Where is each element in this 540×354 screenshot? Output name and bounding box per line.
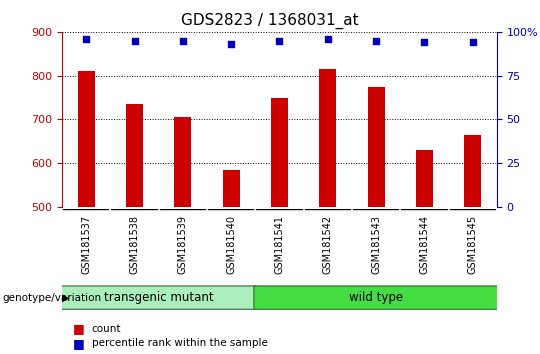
Bar — [222, 170, 240, 207]
Text: genotype/variation: genotype/variation — [3, 293, 102, 303]
Point — [82, 36, 91, 42]
Bar — [368, 87, 384, 207]
FancyBboxPatch shape — [60, 286, 256, 309]
Text: count: count — [92, 324, 122, 333]
Text: wild type: wild type — [349, 291, 403, 304]
Text: ■: ■ — [73, 337, 85, 350]
Text: GSM181538: GSM181538 — [130, 215, 139, 274]
Text: GSM181539: GSM181539 — [178, 215, 188, 274]
Bar — [271, 98, 288, 207]
Text: GSM181537: GSM181537 — [81, 215, 91, 274]
Point — [468, 40, 477, 45]
Text: ■: ■ — [73, 322, 85, 335]
Text: GSM181540: GSM181540 — [226, 215, 236, 274]
Text: ▶: ▶ — [62, 293, 70, 303]
Text: GSM181544: GSM181544 — [420, 215, 429, 274]
Bar — [464, 135, 481, 207]
Text: GSM181545: GSM181545 — [468, 215, 478, 274]
Point — [179, 38, 187, 44]
Point — [227, 41, 235, 47]
Point — [130, 38, 139, 44]
Point — [275, 38, 284, 44]
Bar — [174, 117, 191, 207]
Text: GSM181542: GSM181542 — [323, 215, 333, 274]
Point — [420, 40, 429, 45]
Bar — [78, 71, 94, 207]
Text: GSM181541: GSM181541 — [274, 215, 285, 274]
Point — [372, 38, 380, 44]
Point — [323, 36, 332, 42]
Text: GDS2823 / 1368031_at: GDS2823 / 1368031_at — [181, 12, 359, 29]
Bar — [126, 104, 143, 207]
Text: transgenic mutant: transgenic mutant — [104, 291, 213, 304]
Text: GSM181543: GSM181543 — [371, 215, 381, 274]
Text: percentile rank within the sample: percentile rank within the sample — [92, 338, 268, 348]
FancyBboxPatch shape — [254, 286, 498, 309]
Bar — [319, 69, 336, 207]
Bar — [416, 150, 433, 207]
